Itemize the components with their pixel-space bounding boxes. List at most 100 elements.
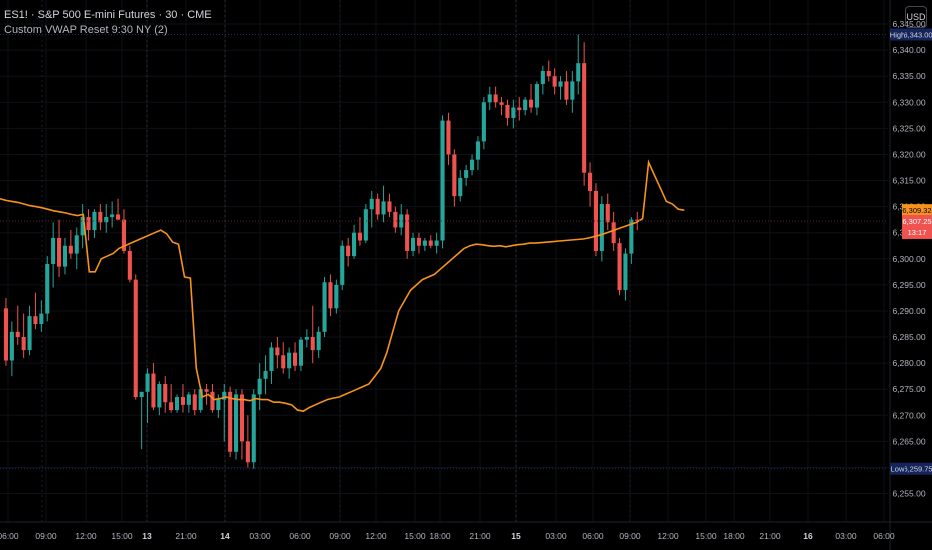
x-tick-label-20: 18:00 bbox=[723, 531, 745, 541]
high-low-lines bbox=[0, 33, 888, 470]
x-tick-label-22: 16 bbox=[803, 531, 813, 541]
candle-82 bbox=[487, 86, 492, 111]
symbol-title[interactable]: ES1! · S&P 500 E-mini Futures · 30 · CME bbox=[4, 9, 212, 21]
x-tick-label-1: 09:00 bbox=[35, 531, 57, 541]
candle-28 bbox=[169, 383, 174, 413]
candle-78 bbox=[464, 164, 469, 186]
y-tick-label-15: 6,270.00 bbox=[892, 410, 925, 420]
candle-56 bbox=[334, 279, 339, 314]
y-tick-label-3: 6,330.00 bbox=[892, 97, 925, 107]
candle-54 bbox=[322, 277, 327, 338]
candle-105 bbox=[623, 248, 628, 301]
candle-9 bbox=[57, 219, 62, 278]
candle-58 bbox=[346, 237, 351, 267]
candle-2 bbox=[15, 305, 20, 345]
last-price-value: 6,307.25 bbox=[902, 217, 931, 226]
svg-text:6,259.75: 6,259.75 bbox=[903, 465, 932, 474]
candle-79 bbox=[470, 154, 475, 176]
candle-98 bbox=[582, 42, 587, 186]
y-tick-label-5: 6,320.00 bbox=[892, 149, 925, 159]
candle-87 bbox=[517, 97, 522, 121]
candle-97 bbox=[576, 34, 581, 95]
candle-46 bbox=[275, 337, 280, 369]
candle-24 bbox=[145, 368, 150, 424]
last-price-tag: 6,307.25 13:17 bbox=[902, 214, 932, 239]
x-tick-label-12: 18:00 bbox=[429, 531, 451, 541]
y-tick-label-14: 6,275.00 bbox=[892, 384, 925, 394]
x-tick-label-4: 13 bbox=[142, 531, 152, 541]
candle-57 bbox=[340, 240, 345, 291]
x-tick-label-23: 03:00 bbox=[835, 531, 857, 541]
candlestick-series bbox=[3, 34, 640, 469]
candle-3 bbox=[21, 313, 26, 358]
x-tick-label-6: 14 bbox=[220, 531, 230, 541]
candle-86 bbox=[511, 99, 516, 129]
candle-99 bbox=[588, 162, 593, 207]
x-tick-label-9: 09:00 bbox=[329, 531, 351, 541]
currency-button[interactable]: USD bbox=[905, 6, 927, 28]
candle-13 bbox=[80, 204, 85, 249]
svg-text:6,343.00: 6,343.00 bbox=[903, 30, 932, 39]
candle-50 bbox=[298, 337, 303, 371]
x-tick-label-11: 15:00 bbox=[404, 531, 426, 541]
candle-88 bbox=[523, 97, 528, 116]
candle-90 bbox=[534, 81, 539, 116]
x-tick-label-5: 21:00 bbox=[175, 531, 197, 541]
x-tick-label-2: 12:00 bbox=[75, 531, 97, 541]
candle-59 bbox=[352, 224, 357, 259]
x-tick-label-16: 06:00 bbox=[582, 531, 604, 541]
candle-72 bbox=[428, 235, 433, 249]
session-separators bbox=[41, 0, 631, 522]
candle-80 bbox=[475, 136, 480, 171]
candle-17 bbox=[104, 204, 109, 233]
svg-text:High: High bbox=[890, 30, 905, 39]
high-label-tag: High bbox=[890, 28, 905, 41]
candle-71 bbox=[422, 237, 427, 251]
candle-26 bbox=[157, 381, 162, 416]
y-tick-label-18: 6,255.00 bbox=[892, 489, 925, 499]
candle-53 bbox=[316, 326, 321, 358]
x-tick-label-18: 12:00 bbox=[657, 531, 679, 541]
candle-55 bbox=[328, 274, 333, 317]
svg-text:6,309.32: 6,309.32 bbox=[902, 206, 931, 215]
candle-85 bbox=[505, 99, 510, 126]
candle-96 bbox=[570, 70, 575, 113]
candle-64 bbox=[381, 185, 386, 223]
indicator-title[interactable]: Custom VWAP Reset 9:30 NY (2) bbox=[4, 24, 168, 36]
candle-32 bbox=[192, 389, 197, 416]
candle-19 bbox=[116, 198, 121, 220]
candle-52 bbox=[310, 305, 315, 364]
chart-grid bbox=[0, 0, 888, 522]
candle-45 bbox=[269, 342, 274, 384]
y-tick-label-9: 6,300.00 bbox=[892, 254, 925, 264]
x-tick-label-3: 15:00 bbox=[111, 531, 133, 541]
candle-5 bbox=[33, 292, 38, 330]
time-axis[interactable]: 06:00 09:00 12:00 15:00 13 21:00 14 03:00 06:00 0… bbox=[0, 521, 932, 541]
x-tick-label-7: 03:00 bbox=[249, 531, 271, 541]
bar-countdown: 13:17 bbox=[908, 228, 927, 237]
candle-25 bbox=[151, 363, 156, 411]
candle-95 bbox=[564, 70, 569, 105]
candle-66 bbox=[393, 206, 398, 233]
candle-93 bbox=[552, 68, 557, 95]
y-tick-label-2: 6,335.00 bbox=[892, 71, 925, 81]
candle-101 bbox=[599, 196, 604, 262]
candle-18 bbox=[110, 201, 115, 228]
candle-22 bbox=[133, 274, 138, 400]
low-value-tag: 6,259.75 bbox=[903, 462, 932, 475]
x-tick-label-19: 15:00 bbox=[695, 531, 717, 541]
x-tick-label-14: 15 bbox=[511, 531, 521, 541]
candle-48 bbox=[287, 347, 292, 379]
y-tick-label-4: 6,325.00 bbox=[892, 123, 925, 133]
x-tick-label-13: 21:00 bbox=[469, 531, 491, 541]
y-tick-label-1: 6,340.00 bbox=[892, 45, 925, 55]
candle-102 bbox=[605, 193, 610, 231]
candle-43 bbox=[257, 363, 262, 411]
candle-6 bbox=[39, 300, 44, 332]
candle-0 bbox=[3, 297, 8, 366]
candle-27 bbox=[163, 376, 168, 413]
candle-31 bbox=[186, 391, 191, 413]
candle-12 bbox=[74, 227, 79, 270]
